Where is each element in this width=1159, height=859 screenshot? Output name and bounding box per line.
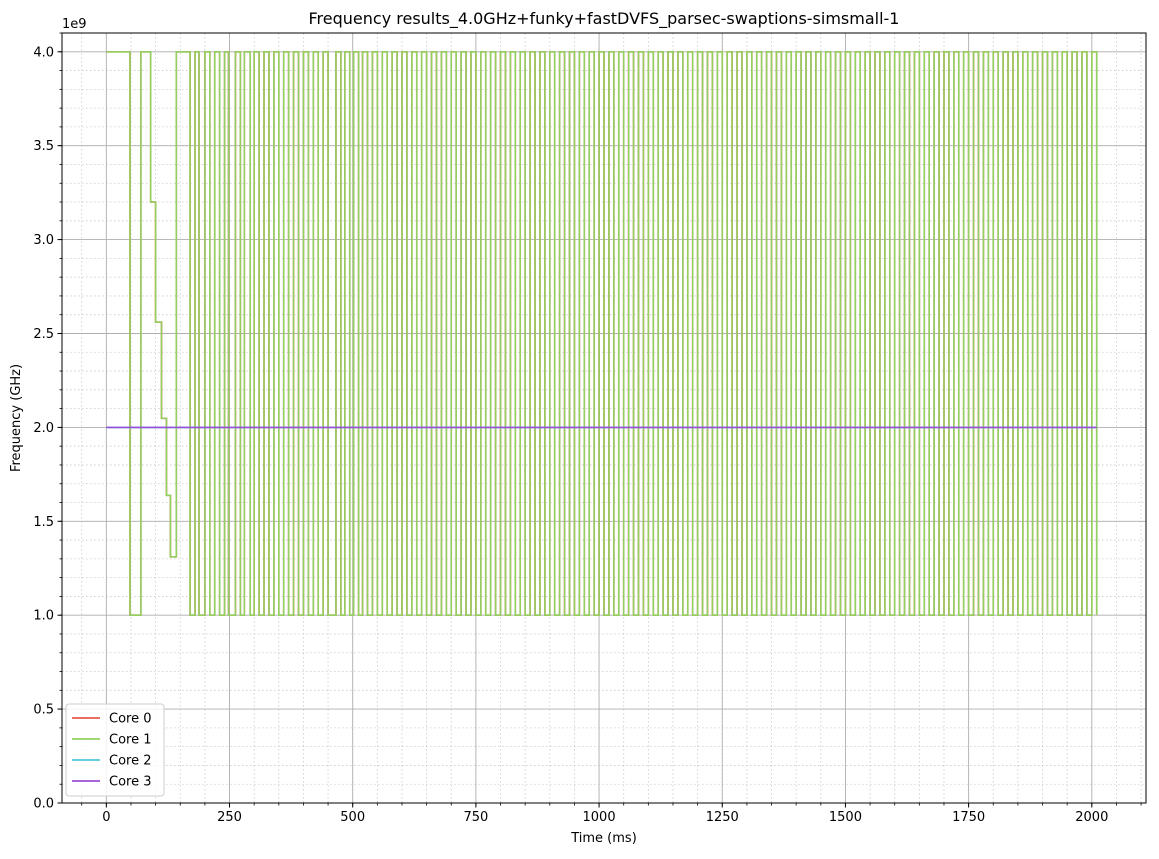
x-tick-label: 250: [217, 810, 242, 825]
y-tick-label: 0.0: [33, 797, 54, 812]
y-axis-label: Frequency (GHz): [9, 364, 24, 472]
x-tick-label: 1750: [952, 810, 985, 825]
x-tick-label: 1000: [583, 810, 616, 825]
x-axis: 0 250 500 750 1000 1250 1500 1750 2000: [81, 803, 1142, 825]
x-axis-label: Time (ms): [570, 831, 637, 846]
y-tick-label: 3.5: [33, 139, 54, 154]
x-tick-label: 500: [340, 810, 365, 825]
plot-frame: [61, 32, 1147, 804]
y-axis: 0.0 0.5 1.0 1.5 2.0 2.5 3.0 3.5 4.0: [33, 32, 62, 812]
x-tick-label: 1250: [706, 810, 739, 825]
chart-title: Frequency results_4.0GHz+funky+fastDVFS_…: [309, 9, 900, 29]
series-layer: [106, 50, 1098, 616]
y-tick-label: 1.5: [33, 515, 54, 530]
legend-label-core-3: Core 3: [109, 775, 152, 790]
y-tick-label: 1.0: [33, 609, 54, 624]
legend-label-core-2: Core 2: [109, 754, 152, 769]
x-tick-label: 750: [463, 810, 488, 825]
x-tick-label: 2000: [1075, 810, 1108, 825]
legend-label-core-1: Core 1: [109, 733, 152, 748]
x-tick-label: 0: [102, 810, 110, 825]
y-tick-label: 0.5: [33, 703, 54, 718]
y-tick-label: 2.5: [33, 327, 54, 342]
x-tick-label: 1500: [829, 810, 862, 825]
y-offset-label: 1e9: [62, 17, 87, 32]
y-tick-label: 3.0: [33, 233, 54, 248]
y-tick-label: 2.0: [33, 421, 54, 436]
legend-label-core-0: Core 0: [109, 712, 152, 727]
legend: Core 0 Core 1 Core 2 Core 3: [65, 703, 165, 797]
y-tick-label: 4.0: [33, 45, 54, 60]
legend-box: [65, 703, 165, 797]
